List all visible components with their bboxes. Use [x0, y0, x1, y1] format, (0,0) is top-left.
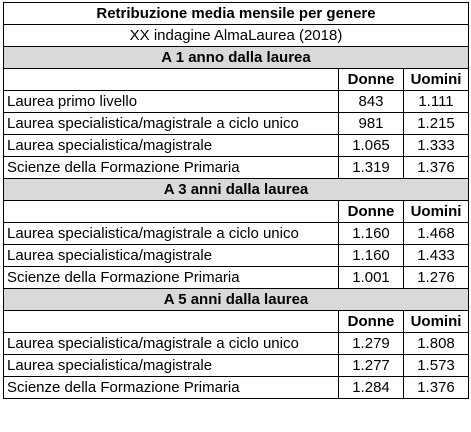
donne-value: 1.065 — [338, 134, 404, 157]
column-header-uomini: Uomini — [403, 68, 469, 91]
row-label: Laurea specialistica/magistrale — [3, 134, 339, 157]
column-header-blank — [3, 310, 339, 333]
donne-value: 1.277 — [338, 354, 404, 377]
table-row: Scienze della Formazione Primaria 1.284 1.… — [3, 376, 469, 399]
column-header-blank — [3, 200, 339, 223]
column-header-row: Donne Uomini — [3, 310, 469, 333]
uomini-value: 1.573 — [403, 354, 469, 377]
column-header-donne: Donne — [338, 200, 404, 223]
table-body: Retribuzione media mensile per genere XX… — [3, 2, 469, 399]
section-row: A 3 anni dalla laurea — [3, 178, 469, 201]
section-row: A 1 anno dalla laurea — [3, 46, 469, 69]
row-label: Laurea specialistica/magistrale — [3, 244, 339, 267]
table-row: Scienze della Formazione Primaria 1.001 1.… — [3, 266, 469, 289]
salary-table-container: Retribuzione media mensile per genere XX… — [3, 2, 469, 399]
donne-value: 1.279 — [338, 332, 404, 355]
column-header-row: Donne Uomini — [3, 200, 469, 223]
section-heading: A 3 anni dalla laurea — [3, 178, 469, 201]
column-header-uomini: Uomini — [403, 200, 469, 223]
donne-value: 1.160 — [338, 244, 404, 267]
table-row: Laurea specialistica/magistrale 1.065 1.33… — [3, 134, 469, 157]
title-row: Retribuzione media mensile per genere — [3, 2, 469, 25]
table-row: Laurea specialistica/magistrale a ciclo … — [3, 112, 469, 135]
column-header-uomini: Uomini — [403, 310, 469, 333]
donne-value: 1.001 — [338, 266, 404, 289]
table-subtitle: XX indagine AlmaLaurea (2018) — [3, 24, 469, 47]
row-label: Scienze della Formazione Primaria — [3, 376, 339, 399]
uomini-value: 1.468 — [403, 222, 469, 245]
uomini-value: 1.276 — [403, 266, 469, 289]
section-heading: A 1 anno dalla laurea — [3, 46, 469, 69]
uomini-value: 1.111 — [403, 90, 469, 113]
column-header-donne: Donne — [338, 68, 404, 91]
uomini-value: 1.808 — [403, 332, 469, 355]
table-title: Retribuzione media mensile per genere — [3, 2, 469, 25]
row-label: Laurea primo livello — [3, 90, 339, 113]
uomini-value: 1.215 — [403, 112, 469, 135]
uomini-value: 1.376 — [403, 376, 469, 399]
table-row: Laurea specialistica/magistrale 1.160 1.43… — [3, 244, 469, 267]
section-row: A 5 anni dalla laurea — [3, 288, 469, 311]
row-label: Scienze della Formazione Primaria — [3, 156, 339, 179]
donne-value: 1.319 — [338, 156, 404, 179]
row-label: Laurea specialistica/magistrale — [3, 354, 339, 377]
column-header-blank — [3, 68, 339, 91]
donne-value: 1.284 — [338, 376, 404, 399]
donne-value: 981 — [338, 112, 404, 135]
section-heading: A 5 anni dalla laurea — [3, 288, 469, 311]
uomini-value: 1.333 — [403, 134, 469, 157]
column-header-row: Donne Uomini — [3, 68, 469, 91]
table-row: Laurea primo livello 843 1.111 — [3, 90, 469, 113]
subtitle-row: XX indagine AlmaLaurea (2018) — [3, 24, 469, 47]
table-row: Laurea specialistica/magistrale a ciclo … — [3, 222, 469, 245]
uomini-value: 1.433 — [403, 244, 469, 267]
row-label: Laurea specialistica/magistrale a ciclo … — [3, 332, 339, 355]
table-row: Laurea specialistica/magistrale 1.277 1.57… — [3, 354, 469, 377]
table-row: Scienze della Formazione Primaria 1.319 1.… — [3, 156, 469, 179]
row-label: Laurea specialistica/magistrale a ciclo … — [3, 112, 339, 135]
table-row: Laurea specialistica/magistrale a ciclo … — [3, 332, 469, 355]
row-label: Laurea specialistica/magistrale a ciclo … — [3, 222, 339, 245]
uomini-value: 1.376 — [403, 156, 469, 179]
row-label: Scienze della Formazione Primaria — [3, 266, 339, 289]
donne-value: 1.160 — [338, 222, 404, 245]
salary-table: Retribuzione media mensile per genere XX… — [3, 2, 469, 399]
donne-value: 843 — [338, 90, 404, 113]
column-header-donne: Donne — [338, 310, 404, 333]
